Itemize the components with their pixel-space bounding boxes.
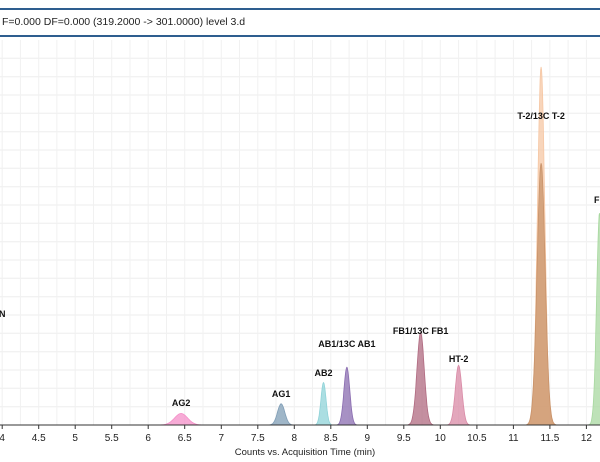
x-tick-label: 11.5	[541, 433, 560, 444]
x-tick-label: 7.5	[251, 433, 265, 444]
x-tick-label: 8.5	[324, 433, 338, 444]
x-axis-ticks: 4 4.5 5 5.5 6 6.5 7 7.5 8 8.5 9 9.5 10 10.5 11 11.5 12	[0, 425, 592, 444]
x-tick-label: 11	[508, 433, 519, 444]
x-tick-label: 10.5	[467, 433, 487, 444]
peak-ht-2	[445, 364, 472, 426]
x-tick-label: 10	[435, 433, 447, 444]
x-tick-label: 7	[219, 433, 225, 444]
peak-labels: AG2 AG1 AB2 AB1/13C AB1 FB1/13C FB1 HT-2 T-2/1…	[0, 111, 600, 408]
peak-t-2-13c-t-2	[524, 163, 558, 426]
peak-fb1-13c-fb1	[405, 331, 436, 426]
peak-label: HT-2	[449, 354, 469, 364]
x-tick-label: 12	[581, 433, 593, 444]
x-tick-label: 6	[145, 433, 151, 444]
x-tick-label: 9.5	[397, 433, 411, 444]
x-tick-label: 4.5	[32, 433, 46, 444]
x-tick-label: 9	[365, 433, 371, 444]
peak-label: AB1/13C AB1	[318, 339, 375, 349]
peak-traces	[154, 66, 600, 426]
peak-ab2	[313, 381, 334, 426]
peak-label: AB2	[314, 368, 332, 378]
peak-ab1-13c-ab1	[335, 366, 359, 426]
grid-lines	[0, 40, 600, 425]
x-tick-label: 8	[292, 433, 298, 444]
x-tick-label: 4	[0, 433, 5, 444]
peak-label: AG2	[172, 398, 191, 408]
peak-label: F	[594, 195, 600, 205]
x-tick-label: 5	[72, 433, 78, 444]
x-tick-label: 5.5	[105, 433, 119, 444]
chart-header-title: F=0.000 DF=0.000 (319.2000 -> 301.0000) …	[2, 16, 245, 28]
peak-label: T-2/13C T-2	[517, 111, 565, 121]
x-tick-label: 6.5	[178, 433, 192, 444]
peak-label: AG1	[272, 389, 291, 399]
x-axis-title: Counts vs. Acquisition Time (min)	[235, 447, 375, 458]
peak-label: N	[0, 309, 6, 319]
peak-label: FB1/13C FB1	[393, 326, 449, 336]
